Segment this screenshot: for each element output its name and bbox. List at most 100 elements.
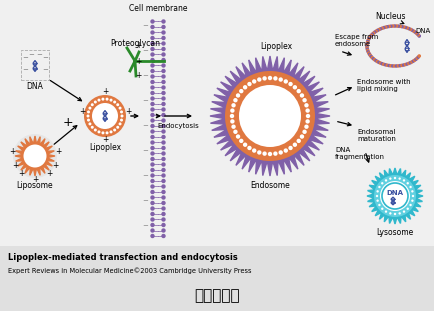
Circle shape	[302, 130, 307, 134]
Circle shape	[161, 157, 166, 161]
Circle shape	[239, 85, 301, 147]
Text: Lysosome: Lysosome	[376, 228, 414, 237]
Circle shape	[385, 179, 387, 182]
Circle shape	[306, 119, 310, 123]
Text: +: +	[79, 106, 85, 115]
Text: Lipoplex: Lipoplex	[89, 143, 121, 152]
Circle shape	[150, 124, 155, 128]
Text: −: −	[142, 48, 148, 54]
Circle shape	[236, 93, 240, 98]
Text: +: +	[55, 147, 61, 156]
Circle shape	[102, 98, 105, 101]
Circle shape	[161, 63, 166, 68]
Circle shape	[304, 103, 309, 108]
Circle shape	[381, 207, 384, 210]
Circle shape	[161, 201, 166, 205]
Circle shape	[113, 100, 116, 104]
Circle shape	[150, 157, 155, 161]
Circle shape	[161, 162, 166, 167]
Circle shape	[382, 63, 386, 66]
Text: Proteoglycan: Proteoglycan	[110, 39, 160, 48]
Circle shape	[150, 69, 155, 73]
Circle shape	[389, 64, 393, 67]
Circle shape	[230, 119, 235, 123]
Text: +: +	[62, 117, 73, 129]
Text: −: −	[142, 223, 148, 229]
Circle shape	[410, 60, 414, 64]
Circle shape	[409, 186, 412, 188]
Circle shape	[374, 175, 416, 217]
Circle shape	[150, 96, 155, 101]
Circle shape	[150, 173, 155, 178]
Circle shape	[409, 204, 412, 206]
Circle shape	[381, 182, 384, 184]
Circle shape	[92, 103, 118, 129]
Circle shape	[118, 107, 122, 109]
Circle shape	[407, 62, 411, 65]
Circle shape	[407, 27, 411, 30]
Circle shape	[393, 64, 396, 68]
Text: Lipoplex-mediated transfection and endocytosis: Lipoplex-mediated transfection and endoc…	[8, 253, 238, 262]
Circle shape	[161, 146, 166, 150]
Circle shape	[403, 179, 405, 182]
Circle shape	[257, 77, 262, 82]
Text: +: +	[102, 136, 108, 145]
Text: −: −	[142, 148, 148, 154]
Circle shape	[120, 118, 123, 122]
Circle shape	[150, 217, 155, 222]
Text: DNA: DNA	[26, 82, 43, 91]
Circle shape	[367, 37, 371, 41]
Circle shape	[161, 217, 166, 222]
Circle shape	[387, 25, 391, 28]
Circle shape	[161, 91, 166, 95]
Circle shape	[397, 64, 400, 68]
Circle shape	[385, 25, 389, 29]
Circle shape	[105, 131, 108, 134]
Circle shape	[243, 85, 247, 90]
Circle shape	[150, 74, 155, 79]
Circle shape	[150, 36, 155, 40]
Circle shape	[87, 118, 90, 122]
Circle shape	[377, 28, 381, 31]
Circle shape	[376, 190, 379, 193]
Circle shape	[376, 60, 379, 63]
Circle shape	[417, 55, 420, 59]
Circle shape	[374, 59, 378, 63]
Circle shape	[395, 24, 398, 28]
Text: −: −	[142, 173, 148, 179]
Circle shape	[366, 49, 369, 52]
Circle shape	[150, 195, 155, 200]
Circle shape	[405, 62, 409, 66]
Circle shape	[116, 126, 119, 129]
Circle shape	[273, 76, 278, 81]
Circle shape	[373, 30, 377, 34]
Circle shape	[414, 31, 418, 35]
Circle shape	[368, 53, 372, 56]
Circle shape	[150, 102, 155, 106]
Text: Expert Reviews in Molecular Medicine©2003 Cambridge University Press: Expert Reviews in Molecular Medicine©200…	[8, 267, 251, 274]
Circle shape	[376, 199, 379, 202]
Circle shape	[365, 41, 369, 44]
Circle shape	[161, 69, 166, 73]
Circle shape	[13, 134, 57, 178]
Circle shape	[268, 152, 272, 156]
Circle shape	[150, 19, 155, 24]
Circle shape	[382, 26, 386, 30]
Circle shape	[369, 55, 373, 58]
Circle shape	[247, 82, 252, 86]
Circle shape	[150, 140, 155, 145]
Circle shape	[89, 123, 92, 125]
Text: −: −	[142, 123, 148, 129]
Circle shape	[150, 91, 155, 95]
Text: DNA: DNA	[387, 190, 404, 196]
Circle shape	[150, 206, 155, 211]
Circle shape	[150, 151, 155, 156]
Circle shape	[161, 58, 166, 62]
Circle shape	[376, 195, 378, 197]
Circle shape	[389, 24, 393, 28]
Circle shape	[150, 63, 155, 68]
Circle shape	[150, 228, 155, 233]
Circle shape	[161, 36, 166, 40]
FancyBboxPatch shape	[0, 246, 434, 311]
Text: +: +	[12, 161, 18, 170]
